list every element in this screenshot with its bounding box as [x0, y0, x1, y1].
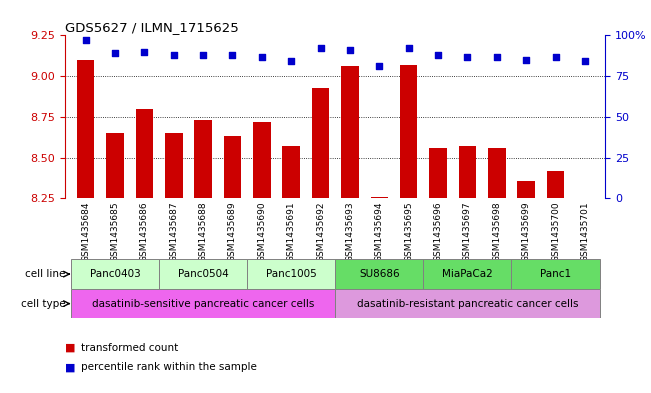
Bar [547, 171, 564, 198]
Text: GDS5627 / ILMN_1715625: GDS5627 / ILMN_1715625 [65, 21, 239, 34]
Text: Panc0504: Panc0504 [178, 269, 229, 279]
Text: dasatinib-resistant pancreatic cancer cells: dasatinib-resistant pancreatic cancer ce… [357, 299, 578, 309]
Text: transformed count: transformed count [81, 343, 178, 353]
Point [404, 45, 414, 51]
Point [433, 52, 443, 58]
Bar [423, 259, 512, 289]
Bar [194, 120, 212, 198]
Bar [159, 259, 247, 289]
Bar [458, 146, 477, 198]
Point [345, 47, 355, 53]
Point [110, 50, 120, 57]
Text: MiaPaCa2: MiaPaCa2 [442, 269, 493, 279]
Text: SU8686: SU8686 [359, 269, 400, 279]
Bar [370, 197, 388, 198]
Point [227, 52, 238, 58]
Point [286, 58, 296, 64]
Bar [512, 259, 600, 289]
Bar [312, 88, 329, 198]
Bar [400, 65, 417, 198]
Point [315, 45, 326, 51]
Text: Panc1: Panc1 [540, 269, 571, 279]
Text: Panc1005: Panc1005 [266, 269, 316, 279]
Bar [335, 259, 423, 289]
Bar [165, 133, 182, 198]
Point [579, 58, 590, 64]
Text: percentile rank within the sample: percentile rank within the sample [81, 362, 257, 373]
Bar [77, 60, 94, 198]
Point [198, 52, 208, 58]
Text: dasatinib-sensitive pancreatic cancer cells: dasatinib-sensitive pancreatic cancer ce… [92, 299, 314, 309]
Point [256, 53, 267, 60]
Bar [283, 146, 300, 198]
Bar [71, 289, 335, 318]
Point [521, 57, 531, 63]
Bar [518, 180, 535, 198]
Text: cell type: cell type [21, 299, 65, 309]
Point [81, 37, 91, 43]
Bar [253, 122, 271, 198]
Point [139, 48, 150, 55]
Bar [135, 109, 153, 198]
Bar [106, 133, 124, 198]
Point [374, 63, 385, 70]
Point [462, 53, 473, 60]
Bar [488, 148, 506, 198]
Point [169, 52, 179, 58]
Text: Panc0403: Panc0403 [90, 269, 141, 279]
Text: ■: ■ [65, 362, 76, 373]
Bar [429, 148, 447, 198]
Point [492, 53, 502, 60]
Point [550, 53, 561, 60]
Bar [71, 259, 159, 289]
Bar [335, 289, 600, 318]
Bar [224, 136, 242, 198]
Bar [341, 66, 359, 198]
Text: cell line: cell line [25, 269, 65, 279]
Text: ■: ■ [65, 343, 76, 353]
Bar [247, 259, 335, 289]
